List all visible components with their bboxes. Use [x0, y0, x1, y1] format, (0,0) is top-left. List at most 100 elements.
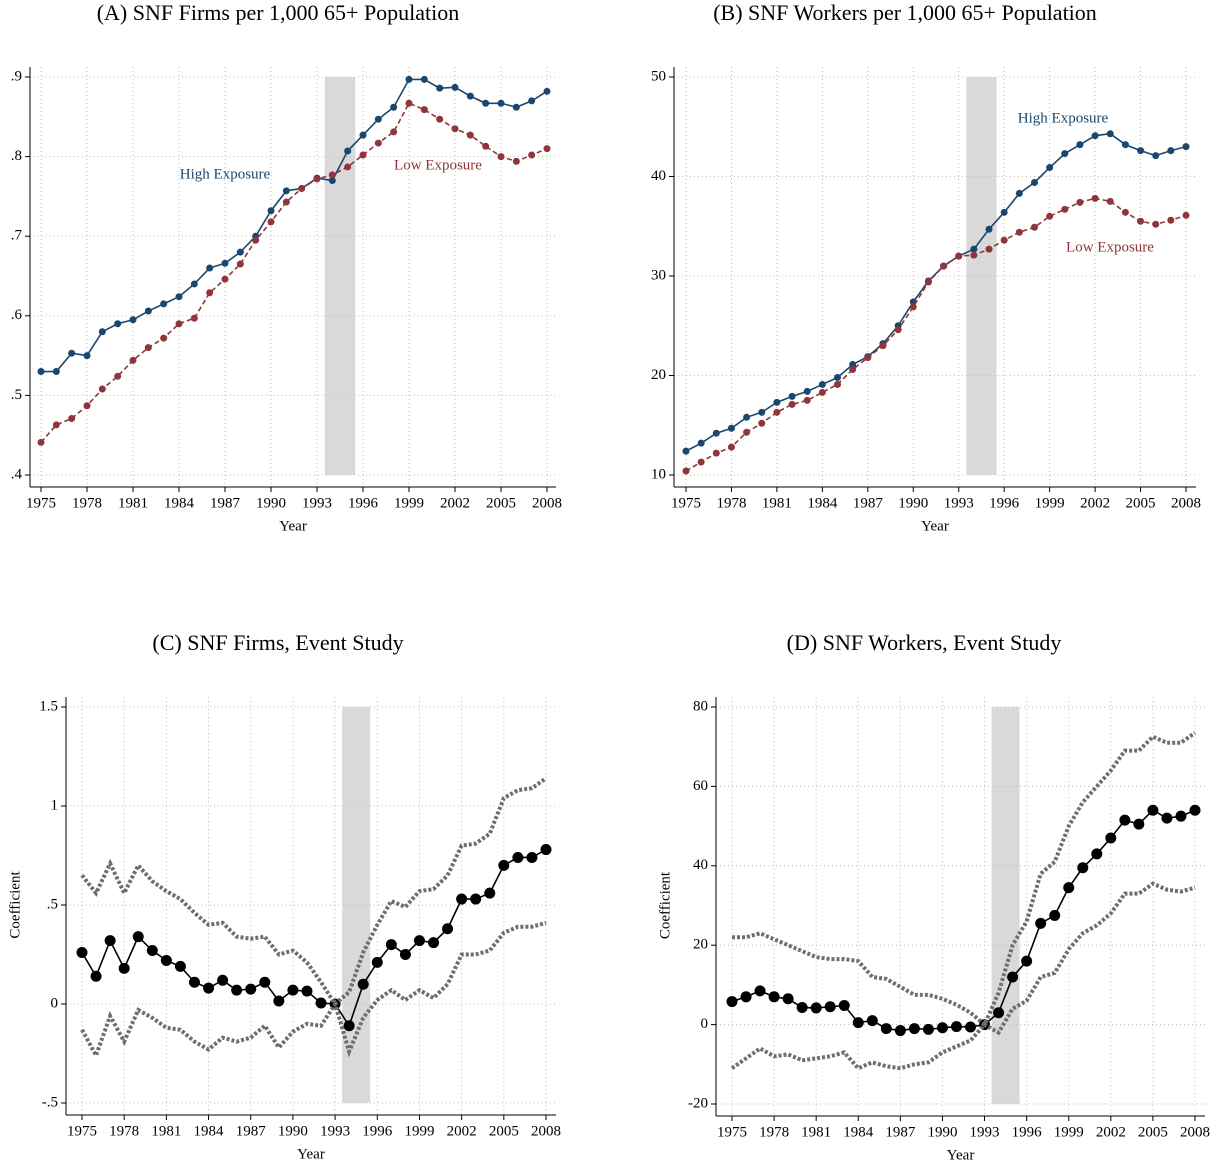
data-point [818, 388, 826, 396]
x-tick-label: 1981 [118, 495, 148, 511]
data-point [52, 368, 60, 376]
data-point [203, 982, 215, 994]
data-point [359, 131, 367, 139]
data-point [810, 1002, 822, 1014]
data-point [697, 458, 705, 466]
data-point [1000, 236, 1008, 244]
x-tick-label: 1975 [26, 495, 56, 511]
data-point [1046, 164, 1054, 172]
data-point [98, 328, 106, 336]
data-point [175, 293, 183, 301]
data-point [788, 392, 796, 400]
data-point [390, 128, 398, 136]
data-point [206, 264, 214, 272]
data-point [1007, 971, 1019, 983]
data-point [955, 252, 963, 260]
panel-title: (C) SNF Firms, Event Study [152, 630, 403, 655]
x-tick-label: 2002 [1096, 1124, 1126, 1140]
data-point [190, 280, 198, 288]
data-point [282, 198, 290, 206]
y-tick-label: 60 [693, 778, 708, 794]
data-point [1133, 818, 1145, 830]
data-point [1147, 804, 1159, 816]
y-tick-label: 40 [651, 168, 666, 184]
data-point [526, 851, 538, 863]
data-point [697, 439, 705, 447]
data-point [818, 380, 826, 388]
data-point [484, 887, 496, 899]
data-point [1015, 228, 1023, 236]
y-tick-label: 20 [651, 367, 666, 383]
y-tick-label: 10 [651, 466, 666, 482]
data-point [428, 937, 440, 949]
data-point [420, 75, 428, 83]
data-point [328, 171, 336, 179]
x-axis-title: Year [921, 518, 949, 534]
data-point [866, 1015, 878, 1027]
data-point [1105, 832, 1117, 844]
data-point [970, 245, 978, 253]
data-point [1077, 862, 1089, 874]
y-tick-label: .6 [11, 307, 23, 323]
x-tick-label: 1978 [716, 495, 746, 511]
data-point [236, 260, 244, 268]
data-point [1091, 194, 1099, 202]
data-point [217, 974, 229, 986]
data-point [357, 978, 369, 990]
series-line [80, 920, 547, 1061]
y-tick-label: 80 [693, 698, 708, 714]
x-tick-label: 2002 [447, 1123, 477, 1139]
data-point [466, 92, 474, 100]
y-tick-label: 1 [51, 797, 59, 813]
data-point [940, 262, 948, 270]
data-point [727, 443, 735, 451]
data-point [436, 84, 444, 92]
panel-title: (A) SNF Firms per 1,000 65+ Population [97, 0, 460, 25]
data-point [965, 1021, 977, 1033]
data-point [343, 1020, 355, 1032]
data-point [838, 1000, 850, 1012]
data-point [160, 300, 168, 308]
data-point [282, 187, 290, 195]
x-tick-label: 2002 [1080, 495, 1110, 511]
x-tick-label: 1987 [885, 1124, 916, 1140]
y-tick-label: 0 [51, 995, 59, 1011]
y-tick-label: 0 [701, 1016, 709, 1032]
data-point [114, 320, 122, 328]
data-point [849, 361, 857, 369]
data-point [758, 419, 766, 427]
series-line [81, 848, 547, 1028]
data-point [864, 354, 872, 362]
data-point [543, 145, 551, 153]
x-tick-label: 1984 [194, 1123, 225, 1139]
x-tick-label: 1975 [671, 495, 701, 511]
x-axis-title: Year [297, 1146, 325, 1162]
x-axis-title: Year [279, 518, 307, 534]
data-point [1167, 147, 1175, 155]
data-point [970, 251, 978, 259]
data-point [758, 408, 766, 416]
x-tick-label: 1987 [853, 495, 884, 511]
data-point [1182, 211, 1190, 219]
data-point [68, 414, 76, 422]
x-tick-label: 1984 [843, 1124, 874, 1140]
data-point [413, 935, 425, 947]
data-point [359, 151, 367, 159]
data-point [1152, 152, 1160, 160]
y-tick-label: .9 [11, 68, 22, 84]
data-point [221, 259, 229, 267]
data-point [98, 385, 106, 393]
x-tick-label: 1999 [394, 495, 424, 511]
data-point [773, 398, 781, 406]
data-point [1049, 909, 1061, 921]
data-point [118, 962, 130, 974]
data-point [451, 125, 459, 133]
data-point [1063, 882, 1075, 894]
x-tick-label: 2005 [1126, 495, 1156, 511]
data-point [405, 99, 413, 107]
x-tick-label: 1981 [151, 1123, 181, 1139]
data-point [175, 320, 183, 328]
data-point [834, 373, 842, 381]
data-point [936, 1022, 948, 1034]
data-point [993, 1007, 1005, 1019]
